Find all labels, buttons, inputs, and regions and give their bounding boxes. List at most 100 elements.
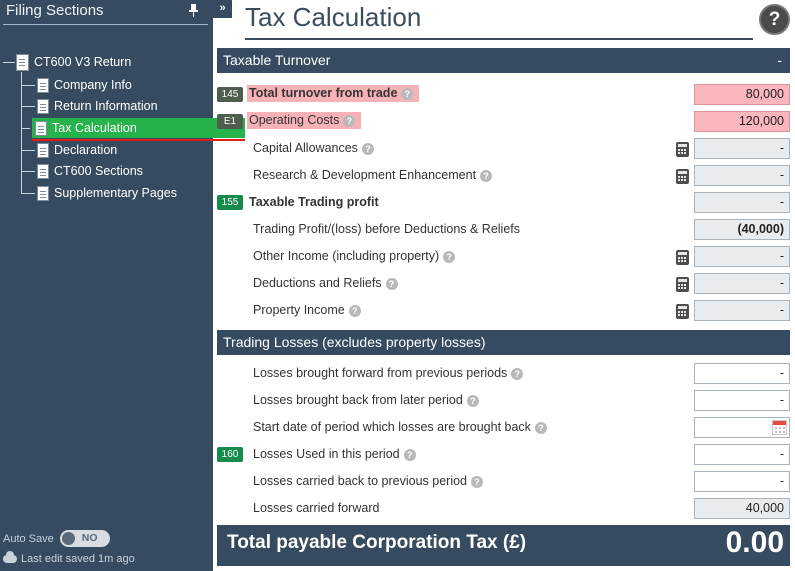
box-code-badge: 145 bbox=[217, 87, 243, 102]
calculator-icon[interactable] bbox=[676, 277, 689, 292]
row-taxable-trading-profit: 155 Taxable Trading profit - bbox=[217, 189, 790, 216]
field-label-text: Losses Used in this period bbox=[253, 447, 400, 461]
help-icon[interactable]: ? bbox=[361, 143, 374, 155]
help-icon[interactable]: ? bbox=[401, 88, 414, 100]
sidebar-item-label: Tax Calculation bbox=[52, 121, 137, 135]
sidebar-item-ct600-sections[interactable]: CT600 Sections bbox=[37, 161, 143, 181]
trading-profit-before-deductions-value: (40,000) bbox=[694, 219, 790, 240]
field-label-text: Losses brought forward from previous per… bbox=[253, 366, 508, 380]
cloud-icon bbox=[3, 551, 17, 563]
box-code-badge: 155 bbox=[217, 195, 243, 210]
autosave-label: Auto Save bbox=[3, 532, 54, 545]
field-label-text: Total turnover from trade bbox=[249, 86, 398, 100]
row-total-turnover: 145 Total turnover from trade? 80,000 bbox=[217, 81, 790, 108]
collapse-section-toggle[interactable]: - bbox=[777, 52, 782, 68]
document-icon bbox=[37, 185, 49, 201]
sidebar: Filing Sections CT600 V3 Return Company … bbox=[0, 0, 245, 571]
field-label-text: Losses brought back from later period bbox=[253, 393, 463, 407]
tree-root-label: CT600 V3 Return bbox=[34, 55, 132, 69]
other-income-value: - bbox=[694, 246, 790, 267]
help-icon[interactable]: ? bbox=[348, 305, 361, 317]
field-label: Losses brought forward from previous per… bbox=[253, 366, 524, 380]
field-label: Deductions and Reliefs? bbox=[253, 276, 398, 290]
calculator-icon[interactable] bbox=[676, 250, 689, 265]
help-icon[interactable]: ? bbox=[466, 395, 479, 407]
field-label: Capital Allowances? bbox=[253, 141, 374, 155]
help-icon[interactable]: ? bbox=[759, 4, 790, 35]
help-icon[interactable]: ? bbox=[511, 368, 524, 380]
section-header-taxable-turnover[interactable]: Taxable Turnover - bbox=[217, 48, 790, 73]
field-label: Losses carried back to previous period? bbox=[253, 474, 484, 488]
last-saved-status: Last edit saved 1m ago bbox=[3, 551, 135, 565]
tree-root[interactable]: CT600 V3 Return bbox=[16, 52, 131, 72]
help-icon[interactable]: ? bbox=[443, 251, 456, 263]
field-label-text: Losses carried forward bbox=[253, 501, 380, 515]
sidebar-item-label: Company Info bbox=[54, 78, 132, 92]
sidebar-item-supplementary-pages[interactable]: Supplementary Pages bbox=[37, 183, 177, 203]
row-losses-brought-forward: Losses brought forward from previous per… bbox=[217, 360, 790, 387]
field-label-text: Property Income bbox=[253, 303, 345, 317]
losses-used-input[interactable]: - bbox=[694, 444, 790, 465]
row-operating-costs: E1 Operating Costs? 120,000 bbox=[217, 108, 790, 135]
sidebar-item-label: CT600 Sections bbox=[54, 164, 143, 178]
field-label: Losses Used in this period? bbox=[253, 447, 416, 461]
calculator-icon[interactable] bbox=[676, 142, 689, 157]
section-title: Taxable Turnover bbox=[223, 52, 331, 68]
losses-carried-back-input[interactable]: - bbox=[694, 471, 790, 492]
field-label-text: Start date of period which losses are br… bbox=[253, 420, 531, 434]
tree-connector bbox=[21, 85, 35, 86]
field-label: Total turnover from trade? bbox=[247, 85, 420, 102]
autosave: Auto Save NO bbox=[3, 530, 110, 547]
tree-connector bbox=[21, 72, 22, 193]
sidebar-item-declaration[interactable]: Declaration bbox=[37, 140, 117, 160]
operating-costs-input[interactable]: 120,000 bbox=[694, 111, 790, 132]
section-header-trading-losses[interactable]: Trading Losses (excludes property losses… bbox=[217, 330, 790, 355]
tree-connector bbox=[21, 106, 35, 107]
total-payable-bar: Total payable Corporation Tax (£) 0.00 bbox=[217, 525, 790, 566]
property-income-value: - bbox=[694, 300, 790, 321]
sidebar-item-return-information[interactable]: Return Information bbox=[37, 96, 158, 116]
deductions-reliefs-value: - bbox=[694, 273, 790, 294]
autosave-toggle[interactable]: NO bbox=[59, 530, 110, 547]
start-date-input[interactable] bbox=[694, 417, 790, 438]
help-icon[interactable]: ? bbox=[471, 476, 484, 488]
field-label: Research & Development Enhancement? bbox=[253, 168, 493, 182]
sidebar-item-tax-calculation[interactable]: Tax Calculation bbox=[32, 118, 245, 141]
field-label-text: Operating Costs bbox=[249, 113, 340, 127]
losses-brought-back-input[interactable]: - bbox=[694, 390, 790, 411]
field-label-text: Taxable Trading profit bbox=[249, 195, 379, 209]
calculator-icon[interactable] bbox=[676, 169, 689, 184]
row-property-income: Property Income? - bbox=[217, 297, 790, 324]
help-icon[interactable]: ? bbox=[403, 449, 416, 461]
losses-brought-forward-input[interactable]: - bbox=[694, 363, 790, 384]
collapse-sidebar-button[interactable]: » bbox=[213, 0, 232, 18]
total-turnover-input[interactable]: 80,000 bbox=[694, 84, 790, 105]
row-rd-enhancement: Research & Development Enhancement? - bbox=[217, 162, 790, 189]
row-other-income: Other Income (including property)? - bbox=[217, 243, 790, 270]
field-label-text: Deductions and Reliefs bbox=[253, 276, 382, 290]
calculator-icon[interactable] bbox=[676, 304, 689, 319]
field-label-text: Other Income (including property) bbox=[253, 249, 440, 263]
tree-connector bbox=[21, 128, 30, 129]
rd-enhancement-value: - bbox=[694, 165, 790, 186]
help-icon[interactable]: ? bbox=[343, 115, 356, 127]
document-icon bbox=[37, 77, 49, 93]
field-label-text: Capital Allowances bbox=[253, 141, 358, 155]
tree-connector bbox=[3, 62, 15, 63]
tree-connector bbox=[21, 171, 35, 172]
pin-icon[interactable] bbox=[188, 4, 199, 20]
field-label: Losses brought back from later period? bbox=[253, 393, 479, 407]
row-trading-profit-before-deductions: Trading Profit/(loss) before Deductions … bbox=[217, 216, 790, 243]
capital-allowances-value: - bbox=[694, 138, 790, 159]
box-code-badge: 160 bbox=[217, 447, 243, 462]
tree-connector bbox=[21, 193, 35, 194]
sidebar-item-company-info[interactable]: Company Info bbox=[37, 75, 132, 95]
help-icon[interactable]: ? bbox=[534, 422, 547, 434]
help-icon[interactable]: ? bbox=[480, 170, 493, 182]
help-icon[interactable]: ? bbox=[385, 278, 398, 290]
field-label: Property Income? bbox=[253, 303, 361, 317]
section-title: Trading Losses (excludes property losses… bbox=[223, 334, 486, 350]
document-icon bbox=[37, 163, 49, 179]
calendar-icon[interactable] bbox=[772, 420, 787, 435]
document-icon bbox=[37, 142, 49, 158]
